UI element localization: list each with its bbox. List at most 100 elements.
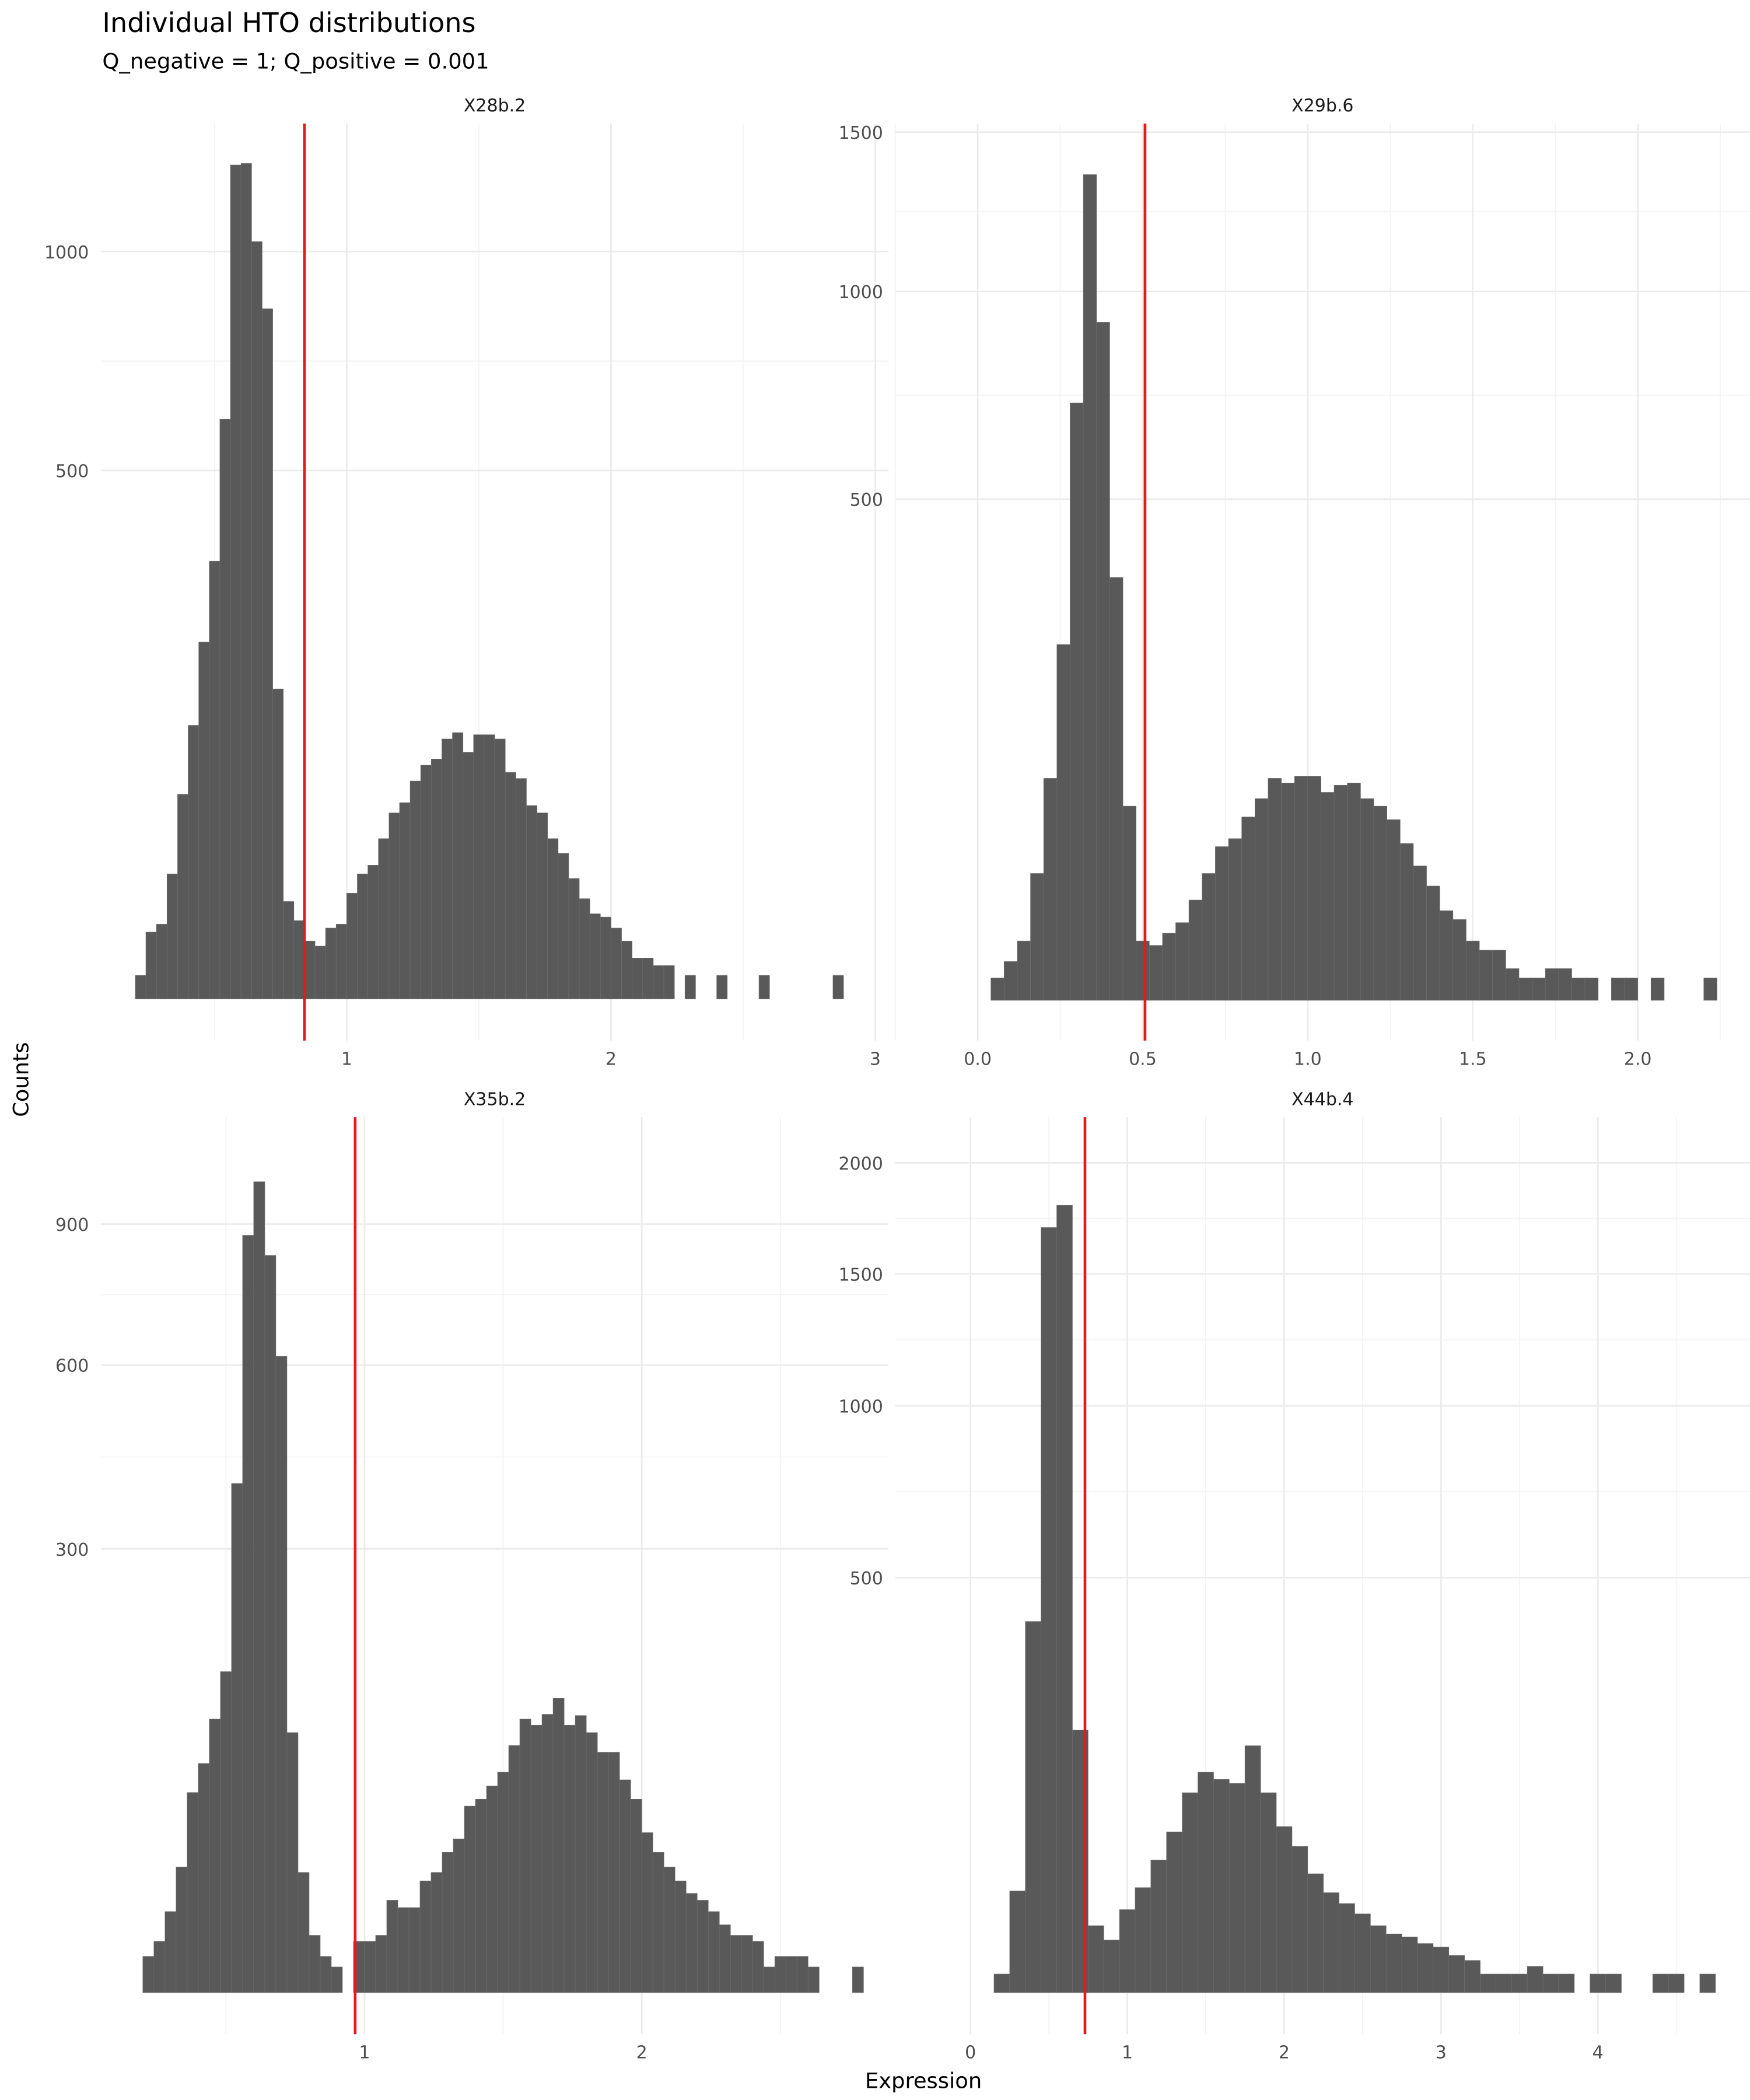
bar — [758, 975, 770, 999]
bar — [320, 1956, 332, 1993]
y-tick-label: 1000 — [839, 1397, 883, 1418]
bar — [176, 1867, 188, 1993]
bar — [1339, 1903, 1355, 1993]
bar — [1492, 950, 1506, 1001]
bar — [696, 1900, 709, 1993]
bar — [198, 1763, 210, 1993]
bar — [663, 1867, 676, 1993]
bar — [1135, 1887, 1152, 1993]
bar — [1149, 945, 1163, 1001]
facet-label: X35b.2 — [464, 1089, 526, 1110]
bar — [1198, 1772, 1214, 1993]
bar — [685, 1893, 698, 1993]
bar — [774, 1956, 786, 1993]
bar — [1699, 1973, 1716, 1993]
bar — [1321, 792, 1335, 1001]
bar — [1479, 950, 1493, 1001]
bar — [272, 688, 284, 999]
bar — [283, 901, 295, 999]
bar — [453, 1839, 465, 1993]
panel: 0 1 2 3 4 500 1000 1500 2000 X44b.4 — [839, 1089, 1750, 2063]
bar — [579, 898, 590, 999]
bar — [1087, 1925, 1104, 1993]
y-tick-label: 2000 — [839, 1154, 883, 1174]
x-tick-label: 1 — [1122, 2043, 1133, 2063]
x-tick-label: 1.5 — [1459, 1049, 1487, 1069]
bar — [419, 1881, 432, 1993]
bar — [1354, 1913, 1371, 1993]
facet-label: X44b.4 — [1292, 1089, 1353, 1110]
bar — [741, 1935, 753, 1993]
bar — [1464, 1960, 1480, 1993]
bar — [1122, 806, 1136, 1001]
bar — [304, 940, 316, 999]
bar — [1175, 922, 1189, 1001]
panel: 1 2 300 600 900 X35b.2 — [55, 1089, 889, 2063]
bar — [752, 1941, 764, 1993]
bar — [209, 1718, 221, 1993]
x-tick-label: 0.5 — [1129, 1049, 1157, 1069]
bar — [1650, 978, 1665, 1001]
bar — [632, 958, 643, 999]
bar — [611, 928, 622, 999]
bar — [1292, 1846, 1308, 1993]
bar — [1213, 1779, 1230, 1993]
bar — [364, 1941, 376, 1993]
bar — [1323, 1892, 1339, 1993]
bar — [852, 1966, 864, 1993]
bar — [231, 1483, 243, 1993]
bar — [331, 1966, 343, 1993]
bar — [530, 1725, 542, 1993]
bar — [486, 1786, 498, 1993]
x-tick-label: 2.0 — [1624, 1049, 1652, 1069]
bar — [991, 978, 1005, 1001]
bar — [552, 1698, 565, 1993]
bar — [708, 1911, 720, 1993]
bar — [641, 1832, 653, 1993]
bar — [1260, 1792, 1277, 1993]
bar — [1103, 1940, 1120, 1993]
bar — [541, 1714, 554, 1993]
bar — [1370, 1925, 1387, 1993]
bar — [1056, 644, 1070, 1001]
bar — [1652, 1973, 1669, 1993]
bar — [1558, 1973, 1575, 1993]
bar — [230, 164, 242, 999]
bar — [1041, 1227, 1057, 1993]
bar — [1281, 782, 1295, 1001]
bar — [475, 1798, 487, 1993]
bar — [1373, 806, 1387, 1001]
bar — [1009, 1891, 1026, 1993]
bar — [187, 1792, 199, 1993]
y-tick-label: 500 — [55, 461, 89, 482]
bar — [1119, 1909, 1136, 1993]
bar — [242, 1235, 254, 1993]
figure-subtitle: Q_negative = 1; Q_positive = 0.001 — [102, 48, 489, 74]
bar — [716, 975, 728, 999]
bar — [220, 1671, 232, 1993]
bar — [1228, 838, 1242, 1001]
bar — [1254, 798, 1269, 1001]
bar — [1399, 843, 1414, 1001]
bar — [420, 765, 432, 999]
bar — [442, 1852, 454, 1993]
bar — [508, 1745, 520, 1993]
x-tick-label: 0 — [965, 2043, 976, 2063]
bar — [1439, 910, 1454, 1001]
bar — [219, 419, 231, 999]
bar — [600, 916, 611, 999]
bar — [589, 914, 601, 999]
bar — [1188, 900, 1203, 1001]
y-tick-label: 1500 — [839, 1265, 883, 1285]
bar — [368, 864, 379, 999]
bar — [314, 946, 326, 999]
y-axis-title: Counts — [8, 1042, 33, 1117]
x-tick-label: 4 — [1592, 2043, 1604, 2063]
bar — [386, 1900, 398, 1993]
bar — [1668, 1973, 1685, 1993]
bar — [298, 1872, 310, 1993]
bar — [1030, 873, 1044, 1001]
bar — [1017, 940, 1031, 1001]
bar — [1480, 1973, 1496, 1993]
